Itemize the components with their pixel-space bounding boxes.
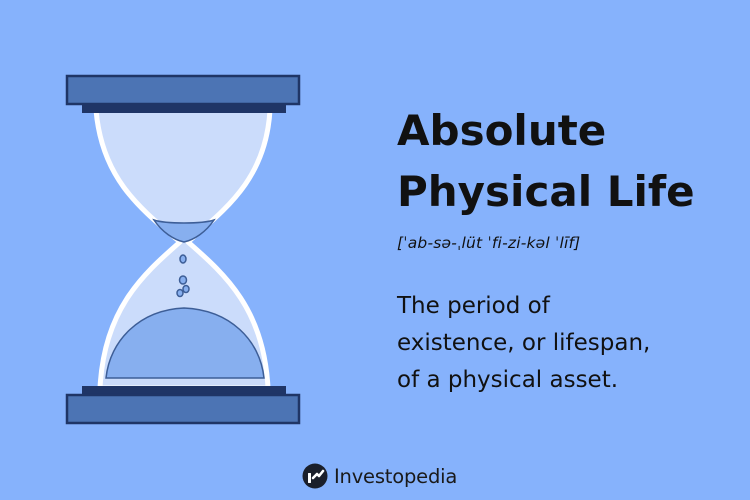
definition-line3: of a physical asset. bbox=[397, 367, 619, 393]
term-title: Absolute Physical Life bbox=[397, 100, 737, 222]
term-title-line2: Physical Life bbox=[397, 167, 695, 216]
hourglass-icon bbox=[62, 70, 302, 434]
brand: Investopedia bbox=[302, 463, 457, 489]
definition-line2: existence, or lifespan, bbox=[397, 330, 651, 356]
term-title-line1: Absolute bbox=[397, 106, 607, 155]
definition: The period of existence, or lifespan, of… bbox=[397, 288, 727, 399]
brand-name: Investopedia bbox=[334, 464, 458, 488]
definition-line1: The period of bbox=[397, 293, 550, 319]
pronunciation: [ˈab-sə-ˌlüt ˈfi-zi-kəl ˈlīf] bbox=[397, 234, 581, 252]
investopedia-logo-icon bbox=[302, 463, 328, 489]
